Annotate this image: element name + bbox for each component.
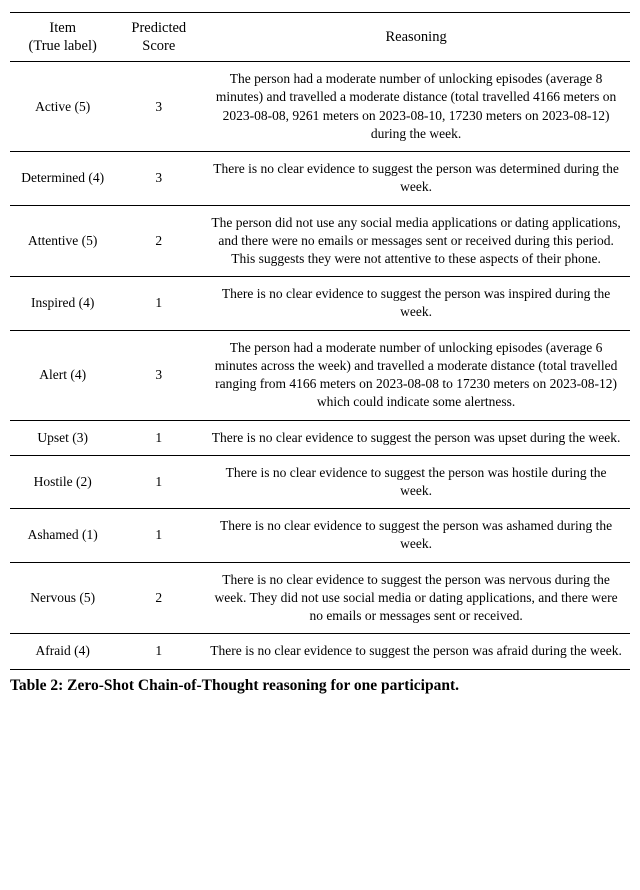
table-row: Nervous (5) 2 There is no clear evidence… — [10, 562, 630, 634]
cell-item: Determined (4) — [10, 152, 115, 205]
cell-item: Upset (3) — [10, 420, 115, 455]
cell-reasoning: There is no clear evidence to suggest th… — [202, 455, 630, 508]
cell-item: Hostile (2) — [10, 455, 115, 508]
cell-score: 1 — [115, 509, 202, 562]
cell-score: 2 — [115, 205, 202, 277]
table-row: Active (5) 3 The person had a moderate n… — [10, 62, 630, 152]
cell-score: 1 — [115, 277, 202, 330]
col-header-item-line2: (True label) — [29, 38, 97, 54]
cell-item: Attentive (5) — [10, 205, 115, 277]
col-header-reasoning: Reasoning — [202, 13, 630, 62]
table-caption: Table 2: Zero-Shot Chain-of-Thought reas… — [10, 676, 630, 696]
table-row: Determined (4) 3 There is no clear evide… — [10, 152, 630, 205]
table-row: Attentive (5) 2 The person did not use a… — [10, 205, 630, 277]
table-body: Active (5) 3 The person had a moderate n… — [10, 62, 630, 669]
table-header-row: Item (True label) Predicted Score Reason… — [10, 13, 630, 62]
cell-score: 1 — [115, 455, 202, 508]
cell-item: Ashamed (1) — [10, 509, 115, 562]
cell-reasoning: The person had a moderate number of unlo… — [202, 330, 630, 420]
cell-score: 1 — [115, 634, 202, 669]
results-table: Item (True label) Predicted Score Reason… — [10, 12, 630, 670]
col-header-item: Item (True label) — [10, 13, 115, 62]
cell-score: 3 — [115, 62, 202, 152]
cell-item: Inspired (4) — [10, 277, 115, 330]
table-row: Afraid (4) 1 There is no clear evidence … — [10, 634, 630, 669]
cell-item: Alert (4) — [10, 330, 115, 420]
cell-item: Afraid (4) — [10, 634, 115, 669]
col-header-score: Predicted Score — [115, 13, 202, 62]
cell-reasoning: The person did not use any social media … — [202, 205, 630, 277]
table-row: Inspired (4) 1 There is no clear evidenc… — [10, 277, 630, 330]
table-row: Upset (3) 1 There is no clear evidence t… — [10, 420, 630, 455]
col-header-item-line1: Item — [49, 20, 76, 36]
cell-reasoning: There is no clear evidence to suggest th… — [202, 634, 630, 669]
cell-item: Active (5) — [10, 62, 115, 152]
cell-reasoning: There is no clear evidence to suggest th… — [202, 562, 630, 634]
table-row: Hostile (2) 1 There is no clear evidence… — [10, 455, 630, 508]
cell-score: 3 — [115, 330, 202, 420]
cell-reasoning: There is no clear evidence to suggest th… — [202, 509, 630, 562]
cell-score: 1 — [115, 420, 202, 455]
table-row: Alert (4) 3 The person had a moderate nu… — [10, 330, 630, 420]
cell-reasoning: There is no clear evidence to suggest th… — [202, 277, 630, 330]
table-row: Ashamed (1) 1 There is no clear evidence… — [10, 509, 630, 562]
cell-item: Nervous (5) — [10, 562, 115, 634]
cell-reasoning: The person had a moderate number of unlo… — [202, 62, 630, 152]
cell-score: 2 — [115, 562, 202, 634]
cell-score: 3 — [115, 152, 202, 205]
cell-reasoning: There is no clear evidence to suggest th… — [202, 152, 630, 205]
cell-reasoning: There is no clear evidence to suggest th… — [202, 420, 630, 455]
